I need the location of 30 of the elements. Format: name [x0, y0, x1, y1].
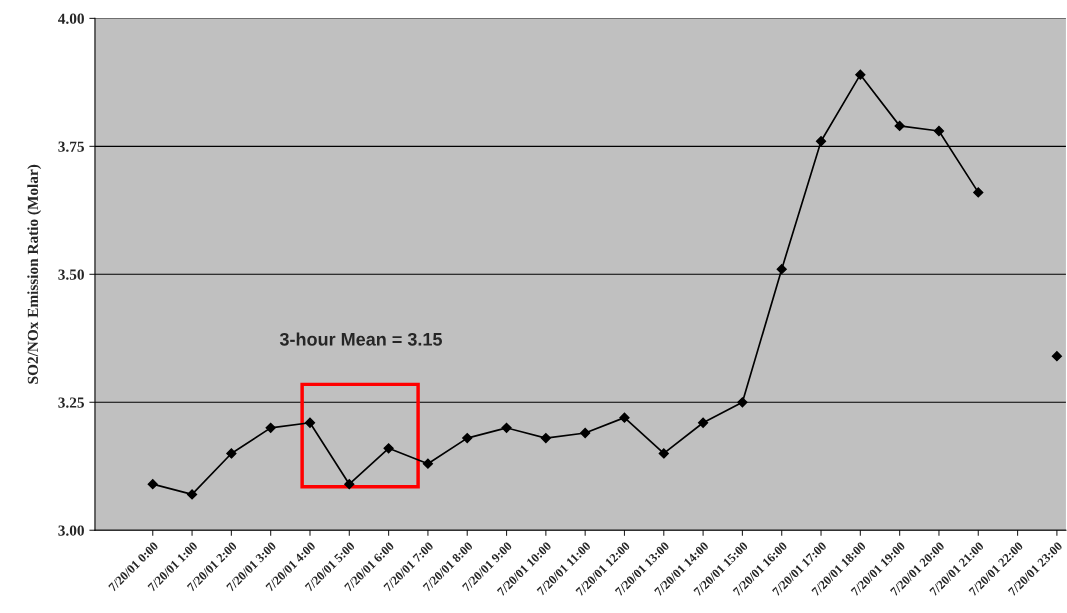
point [776, 264, 787, 275]
point [737, 397, 748, 408]
point [422, 458, 434, 469]
point [855, 69, 866, 80]
point [383, 443, 394, 454]
point [580, 427, 591, 439]
point [973, 187, 984, 198]
y-tick-label: 4.00 [58, 13, 84, 24]
y-tick-label: 3.25 [58, 397, 84, 408]
point [501, 422, 512, 433]
y-tick-label: 3.75 [58, 141, 84, 152]
point [462, 432, 473, 444]
point [304, 417, 316, 428]
point [265, 422, 276, 433]
point [186, 489, 198, 500]
point [1051, 351, 1063, 362]
y-tick-label: 3.00 [58, 525, 84, 536]
point [226, 448, 237, 459]
point [815, 136, 827, 147]
point [933, 125, 945, 137]
point [147, 479, 158, 490]
point [619, 412, 630, 423]
y-axis-title: SO2/NOx Emission Ratio (Molar) [27, 164, 42, 384]
point [697, 417, 709, 428]
point [540, 432, 551, 444]
y-tick-label: 3.50 [58, 269, 84, 280]
point [344, 479, 355, 490]
point [894, 120, 905, 131]
point [658, 448, 669, 459]
annotation: 3-hour Mean = 3.15 [279, 332, 442, 346]
